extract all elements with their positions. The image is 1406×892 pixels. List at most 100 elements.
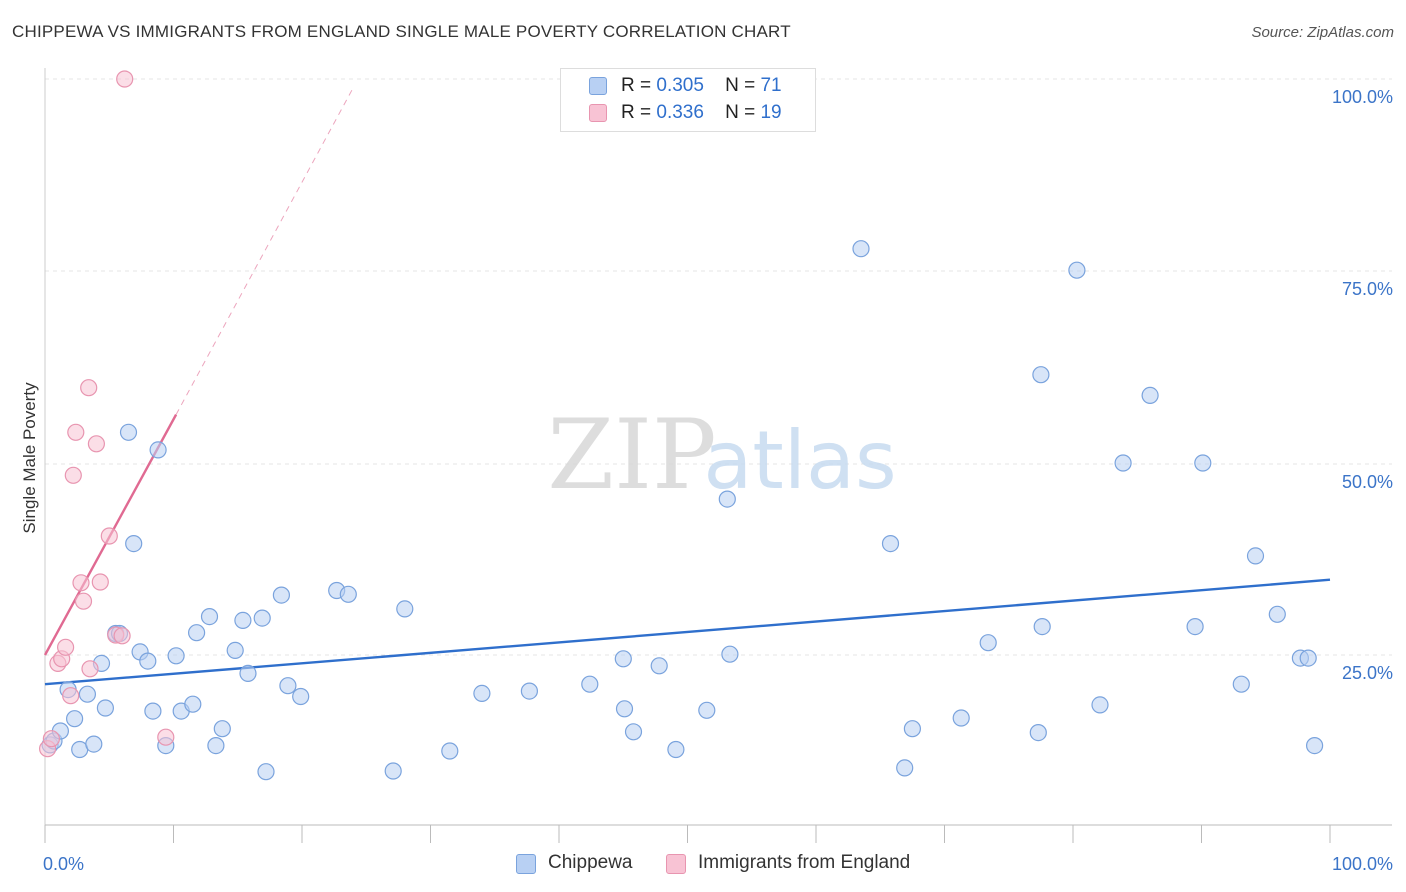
watermark-zip: ZIP [547, 399, 716, 511]
chippewa-trend-line [44, 578, 1331, 686]
chippewa-point [1141, 386, 1159, 404]
england-point [87, 435, 106, 453]
england-point [67, 423, 85, 441]
chippewa-point [1091, 696, 1109, 714]
correlation-legend: R = 0.305 N = 71 R = 0.336 N = 19 [560, 68, 816, 132]
y-tick-label: 25.0% [1342, 663, 1393, 683]
chippewa-point [292, 687, 310, 706]
chippewa-point [149, 441, 167, 459]
chippewa-point [473, 684, 491, 703]
chippewa-point [78, 685, 97, 703]
chippewa-point [1068, 261, 1086, 279]
chippewa-point [188, 624, 206, 642]
england-point [91, 573, 109, 591]
chippewa-point [520, 682, 539, 700]
chippewa-point [125, 534, 143, 553]
chippewa-point [1032, 366, 1050, 384]
chippewa-point [624, 723, 643, 741]
legend-n-label: N = [725, 75, 756, 96]
chippewa-point [1114, 454, 1132, 472]
bottom-legend-swatch-chippewa [516, 854, 536, 874]
chippewa-point [698, 701, 716, 719]
england-trend-extension [175, 89, 353, 415]
bottom-legend-swatch-england [666, 854, 686, 874]
chippewa-point [1029, 723, 1047, 742]
chippewa-point [615, 700, 634, 718]
source-label: Source: ZipAtlas.com [1251, 24, 1394, 41]
england-point [74, 592, 93, 610]
chippewa-point [896, 759, 914, 777]
chippewa-point [852, 240, 870, 258]
chippewa-point [239, 664, 257, 683]
y-tick-label: 50.0% [1342, 472, 1393, 492]
chippewa-point [1194, 454, 1212, 472]
chippewa-point [614, 650, 632, 668]
chippewa-point [384, 762, 402, 780]
england-point [72, 574, 90, 592]
legend-r-label: R = [621, 102, 652, 123]
chippewa-point [721, 645, 739, 663]
chippewa-point [396, 600, 414, 618]
chippewa-point [279, 677, 297, 695]
watermark-atlas: atlas [703, 414, 896, 507]
bottom-legend-label-england: Immigrants from England [698, 852, 911, 873]
chippewa-point [119, 423, 138, 441]
y-tick-label: 75.0% [1342, 279, 1393, 299]
point-layer [38, 70, 1324, 781]
chart-title: CHIPPEWA VS IMMIGRANTS FROM ENGLAND SING… [12, 22, 791, 41]
england-point [113, 627, 131, 645]
legend-r-value: 0.305 [656, 75, 704, 96]
y-axis-label: Single Male Poverty [20, 382, 39, 534]
chippewa-point [200, 607, 219, 626]
chippewa-point [85, 735, 103, 753]
chippewa-point [167, 647, 185, 665]
chippewa-point [1186, 617, 1204, 636]
chippewa-point [881, 534, 900, 553]
england-point [157, 728, 175, 746]
chippewa-point [667, 740, 685, 759]
axis-layer [44, 68, 1392, 843]
chippewa-point [441, 742, 459, 760]
tick-label-layer: 25.0% 50.0% 75.0% 100.0% 0.0% 100.0% [43, 87, 1393, 874]
chippewa-point [65, 710, 84, 728]
chippewa-point [1232, 675, 1250, 693]
legend-n-label: N = [725, 102, 756, 123]
bottom-legend-label-chippewa: Chippewa [548, 852, 633, 873]
chippewa-point [1305, 736, 1324, 755]
chippewa-point [234, 611, 252, 630]
chippewa-point [213, 720, 231, 738]
grid-layer [45, 78, 1392, 656]
chippewa-point [207, 736, 225, 755]
x-tick-label: 0.0% [43, 854, 84, 874]
england-point [64, 466, 82, 484]
chippewa-point [139, 652, 157, 670]
trend-layer [43, 89, 1331, 686]
chippewa-point [144, 702, 162, 720]
legend-swatch-england [589, 104, 607, 122]
chippewa-point [1268, 605, 1286, 623]
legend-r-label: R = [621, 75, 652, 96]
legend-n-value: 71 [760, 75, 782, 96]
england-point [80, 379, 98, 397]
chippewa-point [1033, 617, 1051, 636]
legend-r-value: 0.336 [656, 102, 704, 123]
legend-text-england: R = 0.336 N = 19 [621, 102, 782, 124]
chippewa-point [903, 720, 922, 738]
chippewa-point [581, 675, 599, 693]
chippewa-point [952, 709, 970, 727]
chippewa-point [650, 657, 668, 675]
england-point [81, 660, 99, 678]
chippewa-point [339, 585, 357, 603]
legend-text-chippewa: R = 0.305 N = 71 [621, 75, 782, 97]
england-point [116, 70, 134, 88]
england-point [100, 527, 118, 545]
chippewa-point [226, 641, 244, 660]
x-tick-label: 100.0% [1332, 854, 1393, 874]
chippewa-point [979, 634, 997, 652]
chippewa-point [272, 586, 290, 604]
chippewa-point [184, 695, 202, 713]
chippewa-point [718, 490, 736, 508]
england-point [62, 687, 80, 705]
england-point [42, 730, 61, 748]
